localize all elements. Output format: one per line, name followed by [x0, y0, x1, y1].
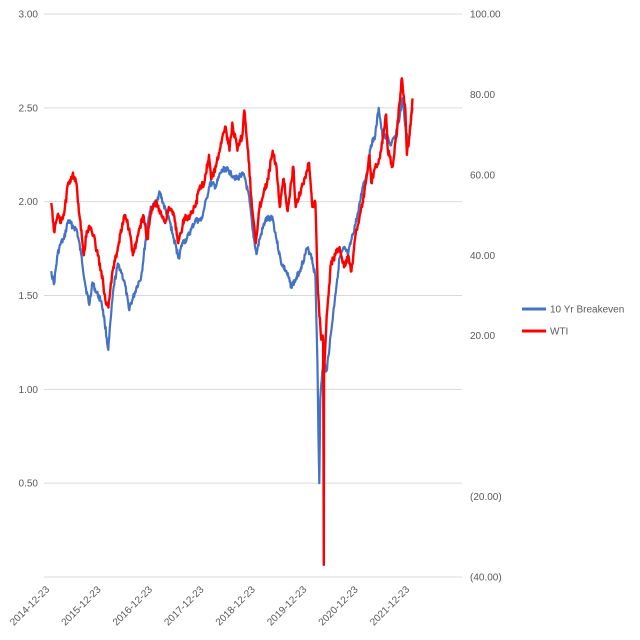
right-tick-label: 20.00	[470, 331, 495, 342]
x-tick-label: 2015-12-23	[60, 584, 104, 628]
legend: 10 Yr Breakeven WTI	[522, 305, 624, 338]
left-tick-label: 1.50	[19, 291, 39, 302]
x-tick-label: 2014-12-23	[8, 584, 52, 628]
right-tick-label: 100.00	[470, 10, 501, 21]
x-tick-label: 2016-12-23	[111, 584, 155, 628]
x-tick-label: 2017-12-23	[162, 584, 206, 628]
right-tick-label: 40.00	[470, 251, 495, 262]
left-axis-ticks: 3.00 2.50 2.00 1.50 1.00 0.50	[19, 10, 39, 490]
series-lines	[50, 77, 414, 567]
right-axis-ticks: 100.00 80.00 60.00 40.00 20.00 (20.00) (40.00)	[470, 10, 502, 584]
left-tick-label: 3.00	[19, 10, 39, 21]
right-tick-label: 80.00	[470, 90, 495, 101]
series-line-breakeven	[50, 97, 414, 485]
x-tick-label: 2019-12-23	[265, 584, 309, 628]
left-tick-label: 2.50	[19, 103, 39, 114]
x-tick-label: 2020-12-23	[317, 584, 361, 628]
series-line-wti	[50, 77, 414, 567]
left-tick-label: 2.00	[19, 197, 39, 208]
left-tick-label: 0.50	[19, 479, 39, 490]
right-tick-label: (40.00)	[470, 573, 502, 584]
x-tick-label: 2021-12-23	[368, 584, 412, 628]
x-axis-ticks: 2014-12-23 2015-12-23 2016-12-23 2017-12-23…	[8, 584, 412, 628]
right-tick-label: 60.00	[470, 170, 495, 181]
legend-label: WTI	[550, 327, 568, 338]
right-tick-label: (20.00)	[470, 492, 502, 503]
x-tick-label: 2018-12-23	[214, 584, 258, 628]
left-tick-label: 1.00	[19, 385, 39, 396]
legend-label: 10 Yr Breakeven	[550, 305, 624, 316]
